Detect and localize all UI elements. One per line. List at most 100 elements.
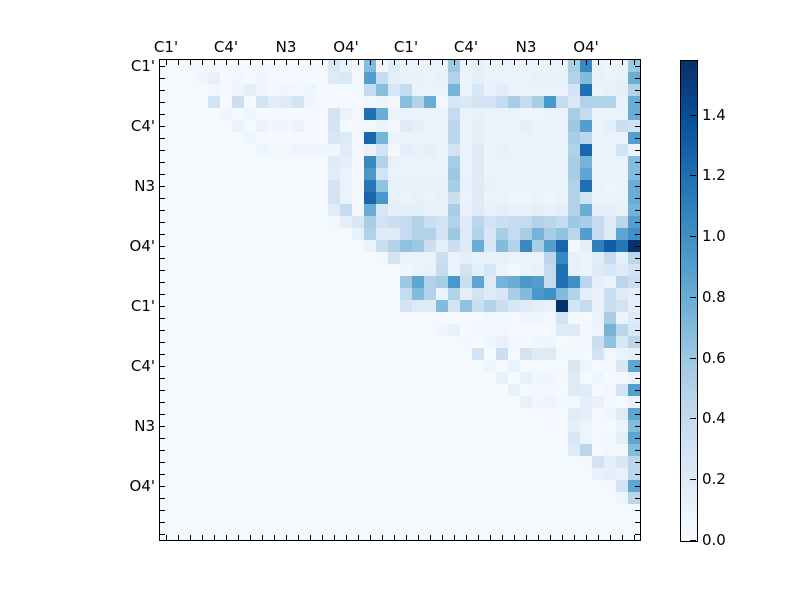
heatmap-cell — [520, 228, 532, 240]
heatmap-cell — [580, 168, 592, 180]
heatmap-cell — [352, 324, 364, 336]
heatmap-cell — [232, 204, 244, 216]
heatmap-cell — [232, 504, 244, 516]
heatmap-cell — [436, 468, 448, 480]
heatmap-cell — [196, 60, 208, 72]
heatmap-cell — [376, 420, 388, 432]
heatmap-cell — [544, 168, 556, 180]
heatmap-cell — [304, 516, 316, 528]
heatmap-cell — [604, 444, 616, 456]
y-tick-mark — [635, 198, 640, 199]
heatmap-cell — [568, 324, 580, 336]
heatmap-cell — [484, 60, 496, 72]
heatmap-cell — [412, 144, 424, 156]
heatmap-cell — [628, 120, 640, 132]
y-tick-label: C4' — [130, 357, 155, 375]
heatmap-cell — [328, 96, 340, 108]
heatmap-cell — [616, 456, 628, 468]
heatmap-cell — [292, 312, 304, 324]
x-tick-mark — [526, 535, 527, 540]
heatmap-cell — [244, 360, 256, 372]
heatmap-cell — [172, 504, 184, 516]
heatmap-cell — [520, 468, 532, 480]
heatmap-cell — [244, 456, 256, 468]
heatmap-cell — [532, 336, 544, 348]
heatmap-cell — [604, 132, 616, 144]
heatmap-cell — [304, 444, 316, 456]
heatmap-cell — [448, 84, 460, 96]
heatmap-cell — [592, 528, 604, 540]
heatmap-cell — [604, 420, 616, 432]
heatmap-cell — [472, 528, 484, 540]
heatmap-cell — [340, 372, 352, 384]
heatmap-cell — [580, 204, 592, 216]
x-tick-label: C4' — [453, 38, 479, 56]
heatmap-cell — [556, 204, 568, 216]
y-tick-mark — [160, 402, 165, 403]
heatmap-cell — [376, 72, 388, 84]
heatmap-cell — [184, 372, 196, 384]
heatmap-cell — [628, 180, 640, 192]
heatmap-cell — [604, 264, 616, 276]
heatmap-cell — [520, 72, 532, 84]
heatmap-cell — [592, 240, 604, 252]
heatmap-cell — [232, 516, 244, 528]
heatmap-cell — [172, 264, 184, 276]
heatmap-cell — [256, 492, 268, 504]
heatmap-cell — [304, 60, 316, 72]
heatmap-cell — [184, 360, 196, 372]
heatmap-cell — [628, 372, 640, 384]
x-tick-mark — [298, 535, 299, 540]
heatmap-cell — [472, 288, 484, 300]
heatmap-cell — [424, 252, 436, 264]
heatmap-cell — [568, 468, 580, 480]
heatmap-cell — [508, 372, 520, 384]
heatmap-cell — [340, 276, 352, 288]
heatmap-cell — [520, 204, 532, 216]
heatmap-cell — [628, 252, 640, 264]
heatmap-cell — [460, 300, 472, 312]
heatmap-cell — [304, 264, 316, 276]
y-tick-mark — [160, 366, 165, 367]
y-tick-label: O4' — [129, 237, 155, 255]
heatmap-cell — [532, 252, 544, 264]
heatmap-cell — [604, 252, 616, 264]
x-tick-mark — [346, 60, 347, 65]
heatmap-cell — [508, 432, 520, 444]
heatmap-cell — [280, 324, 292, 336]
heatmap-cell — [184, 456, 196, 468]
heatmap-cell — [220, 108, 232, 120]
y-tick-mark — [635, 162, 640, 163]
heatmap-cell — [400, 180, 412, 192]
heatmap-cell — [532, 288, 544, 300]
heatmap-cell — [196, 288, 208, 300]
heatmap-cell — [208, 252, 220, 264]
y-tick-mark — [635, 438, 640, 439]
heatmap-cell — [376, 144, 388, 156]
heatmap-cell — [292, 216, 304, 228]
heatmap-cell — [616, 60, 628, 72]
heatmap-cell — [412, 432, 424, 444]
heatmap-cell — [484, 480, 496, 492]
heatmap-cell — [208, 180, 220, 192]
heatmap-cell — [376, 240, 388, 252]
heatmap-cell — [484, 108, 496, 120]
y-tick-mark — [635, 246, 640, 247]
heatmap-cell — [328, 468, 340, 480]
y-tick-mark — [160, 498, 165, 499]
x-tick-label: C1' — [153, 38, 179, 56]
heatmap-cell — [556, 396, 568, 408]
heatmap-cell — [412, 276, 424, 288]
heatmap-cell — [352, 420, 364, 432]
heatmap-cell — [304, 480, 316, 492]
heatmap-cell — [364, 420, 376, 432]
heatmap-cell — [280, 384, 292, 396]
heatmap-cell — [364, 240, 376, 252]
heatmap-cell — [544, 348, 556, 360]
heatmap-cell — [604, 72, 616, 84]
heatmap-cell — [604, 516, 616, 528]
heatmap-cell — [616, 216, 628, 228]
heatmap-cell — [544, 228, 556, 240]
heatmap-cell — [364, 348, 376, 360]
heatmap-cell — [352, 504, 364, 516]
